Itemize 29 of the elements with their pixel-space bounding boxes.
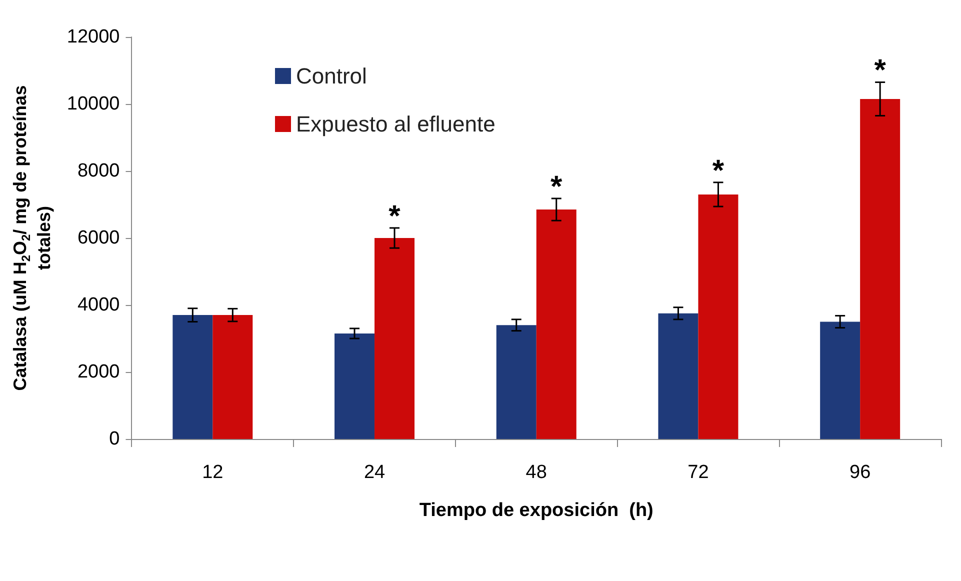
annotation: * (388, 200, 401, 233)
legend-label: Expuesto al efluente (296, 112, 496, 136)
x-tick-label: 72 (688, 462, 709, 483)
y-tick-label: 10000 (66, 94, 120, 114)
x-tick-label: 96 (850, 462, 871, 483)
y-tick-label: 8000 (77, 160, 120, 182)
bar (172, 315, 213, 439)
y-tick-label: 6000 (77, 228, 120, 248)
annotation: * (874, 54, 886, 88)
x-tick-label: 48 (526, 462, 547, 483)
bar (496, 325, 536, 439)
y-tick-label: 0 (109, 428, 120, 450)
y-tick-label: 2000 (77, 362, 120, 382)
annotation: * (550, 170, 563, 204)
bar (536, 210, 576, 439)
bar (374, 238, 415, 439)
bar (334, 333, 375, 439)
y-tick-label: 12000 (66, 26, 120, 48)
bar (820, 322, 860, 439)
bar (212, 315, 253, 439)
x-tick-label: 24 (364, 462, 386, 483)
y-tick-label: 4000 (77, 294, 120, 316)
x-tick-label: 12 (202, 462, 224, 483)
legend-label: Control (296, 64, 367, 88)
annotation: * (712, 154, 724, 188)
x-axis-title: Tiempo de exposición (h) (419, 500, 654, 521)
bar (658, 313, 698, 439)
bar (698, 194, 738, 439)
bar (860, 98, 900, 439)
